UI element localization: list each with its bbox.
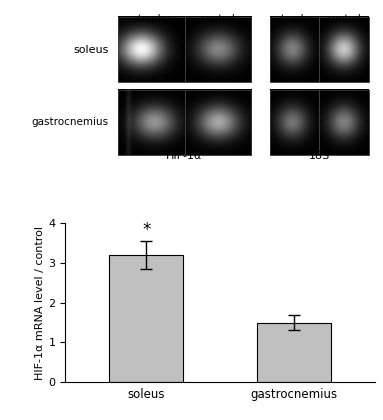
Bar: [319, 90, 369, 155]
Y-axis label: HIF-1α mRNA level / control: HIF-1α mRNA level / control: [36, 226, 46, 380]
Bar: [319, 17, 369, 82]
Text: atrophy: atrophy: [276, 14, 314, 24]
Bar: [118, 17, 185, 82]
Bar: [319, 17, 369, 82]
Bar: [118, 17, 185, 82]
Text: soleus: soleus: [73, 45, 108, 55]
Bar: [270, 90, 319, 155]
Bar: [110, 255, 183, 382]
Text: atrophy: atrophy: [132, 14, 170, 24]
Text: HIF-1α: HIF-1α: [166, 151, 203, 161]
Bar: [185, 90, 251, 155]
Text: *: *: [142, 221, 151, 239]
Text: control: control: [327, 14, 361, 24]
Bar: [185, 17, 251, 82]
Bar: [118, 90, 185, 155]
Bar: [319, 90, 369, 155]
Bar: [185, 17, 251, 82]
Bar: [185, 90, 251, 155]
Bar: [257, 323, 331, 382]
Text: control: control: [201, 14, 235, 24]
Bar: [270, 90, 319, 155]
Text: 18S: 18S: [309, 151, 330, 161]
Bar: [270, 17, 319, 82]
Bar: [270, 17, 319, 82]
Bar: [118, 90, 185, 155]
Text: gastrocnemius: gastrocnemius: [31, 118, 108, 127]
